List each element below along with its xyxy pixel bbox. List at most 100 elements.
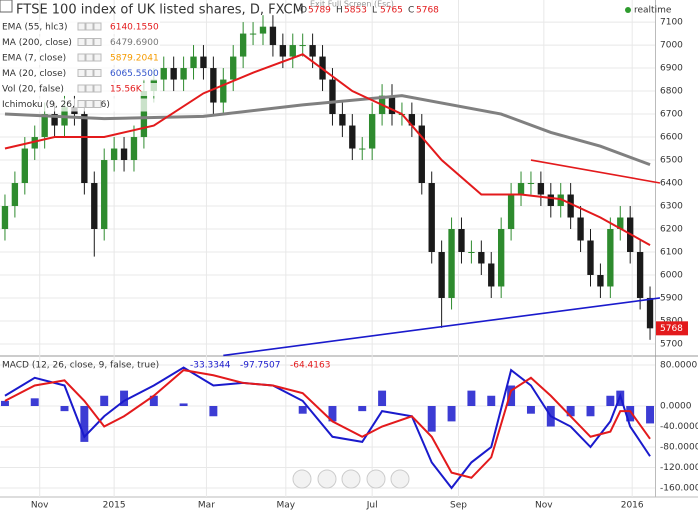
y-tick-label: 7100	[660, 18, 683, 28]
histogram-bar	[378, 390, 387, 407]
candle-body	[110, 148, 118, 161]
histogram-bar	[0, 400, 9, 407]
y-tick-label: 5900	[660, 293, 683, 303]
histogram-bar	[467, 390, 476, 407]
candle-body	[557, 194, 564, 207]
candle-body	[170, 68, 177, 80]
legend-icon	[77, 84, 86, 93]
candle-body	[51, 114, 58, 126]
histogram-bar	[209, 406, 218, 417]
x-tick-label: 2016	[621, 501, 644, 510]
macd-value: -33.3344	[190, 361, 231, 371]
candle-body	[230, 56, 237, 80]
candle-body	[200, 56, 207, 69]
candle-body	[269, 26, 277, 46]
candle-body	[41, 114, 48, 138]
x-tick-label: Jul	[366, 501, 378, 510]
histogram-bar	[526, 406, 535, 414]
ohlc-key: H	[336, 6, 343, 16]
overlay-text: Exit Full Screen (Esc)	[310, 0, 394, 9]
y-tick-label: 5700	[660, 339, 683, 349]
legend-icon	[93, 22, 102, 31]
macd-line	[4, 366, 651, 490]
legend-icon	[93, 38, 102, 46]
legend-value: 5879.2041	[110, 54, 159, 64]
legend-icon	[93, 69, 102, 77]
y-tick-label: 6500	[660, 156, 683, 166]
candle-body	[468, 251, 475, 253]
candle-body	[190, 56, 197, 69]
legend-icon	[77, 53, 86, 62]
legend-label: EMA (7, close)	[2, 54, 66, 64]
candle-body	[577, 217, 584, 241]
histogram-bar	[60, 406, 69, 412]
histogram-bar	[646, 406, 655, 424]
candle-body	[279, 45, 287, 57]
candle-body	[607, 229, 614, 287]
candle-body	[21, 148, 28, 184]
last-price: 5768	[660, 324, 683, 334]
candle-body	[339, 114, 346, 126]
legend-icon	[77, 38, 86, 46]
last-price-badge	[656, 321, 688, 336]
candle-body	[368, 114, 376, 149]
histogram-bar	[149, 395, 158, 407]
candle-body	[101, 160, 108, 230]
candle-body	[617, 217, 624, 230]
candle-body	[299, 45, 306, 47]
histogram-bar	[606, 395, 615, 407]
legend-icon	[85, 38, 94, 46]
candle-body	[458, 229, 465, 252]
histogram-bar	[487, 395, 496, 407]
indicator-line	[4, 53, 651, 246]
histogram-bar	[447, 406, 456, 422]
legend-icon	[77, 100, 86, 108]
legend-label: MA (20, close)	[2, 69, 66, 79]
x-tick-label: Nov	[31, 501, 49, 510]
candle-body	[418, 125, 425, 184]
candle-body	[527, 183, 535, 185]
y-tick-label: 6800	[660, 87, 683, 97]
legend-icon	[85, 84, 94, 93]
y-tick-label: 6200	[660, 225, 683, 235]
histogram-bar	[626, 406, 635, 422]
candle-body	[31, 137, 38, 149]
macd-line	[4, 369, 651, 479]
candle-body	[289, 45, 296, 57]
candle-body	[239, 33, 247, 57]
candle-body	[140, 91, 148, 138]
candle-body	[478, 251, 485, 264]
x-tick-label: 2015	[103, 501, 126, 510]
candle-body	[130, 137, 138, 161]
candle-body	[646, 297, 654, 329]
histogram-bar	[507, 385, 516, 407]
candle-body	[507, 194, 515, 230]
candle-body	[91, 183, 98, 230]
x-tick-label: May	[277, 501, 296, 510]
legend-value: 15.56K	[110, 85, 143, 95]
candle-body	[488, 263, 495, 287]
candle-body	[220, 79, 227, 103]
panel-title: MACD (12, 26, close, 9, false, true)	[2, 361, 159, 371]
candle-body	[309, 45, 316, 57]
candle-body	[567, 194, 574, 218]
histogram-bar	[298, 406, 307, 414]
candle-body	[349, 125, 356, 149]
candle-body	[497, 229, 505, 287]
indicator-line	[4, 94, 651, 167]
nav-buttons[interactable]	[292, 469, 410, 489]
candle-body	[517, 183, 525, 195]
ohlc-key: L	[372, 6, 377, 16]
legend-label: MA (200, close)	[2, 38, 72, 48]
histogram-bar	[120, 390, 129, 407]
y-tick-label: 6900	[660, 64, 683, 74]
realtime-label: realtime	[634, 6, 672, 16]
candle-body	[537, 183, 545, 195]
y-tick-label: 6300	[660, 202, 683, 212]
histogram-bar	[566, 406, 575, 417]
chart-title: FTSE 100 index of UK listed shares, D, F…	[16, 3, 304, 18]
candle-body	[210, 68, 217, 103]
legend-value: 6479.6900	[110, 38, 159, 48]
candle-body	[408, 114, 416, 126]
